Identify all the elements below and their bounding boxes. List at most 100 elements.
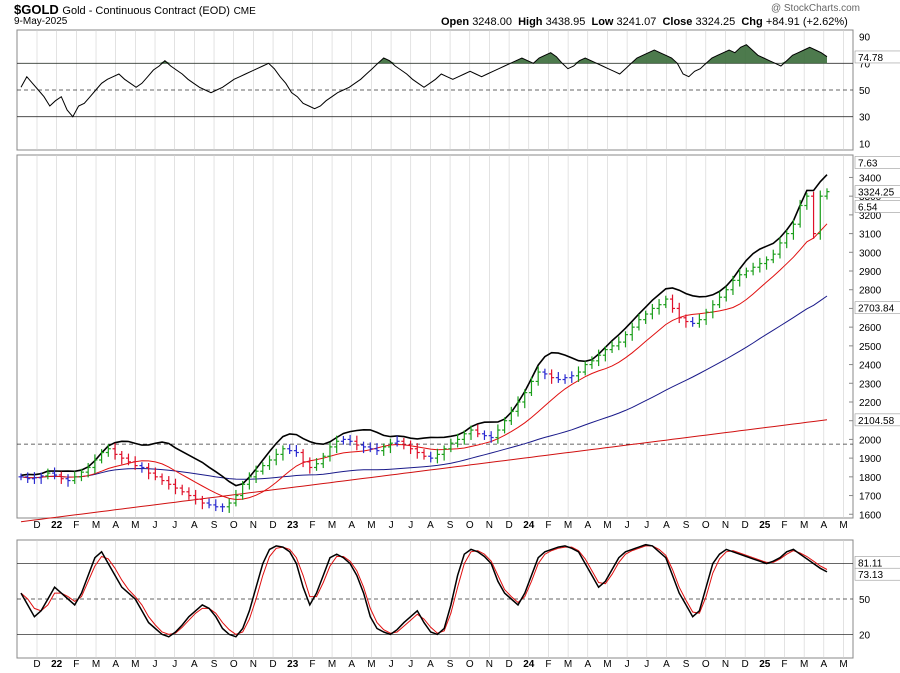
price-bar — [683, 314, 689, 328]
price-bar — [555, 372, 561, 383]
price-bar — [273, 448, 279, 466]
price-x-tick-label: J — [625, 520, 630, 531]
stoch-x-tick-label: A — [112, 659, 119, 670]
price-bar — [119, 451, 125, 465]
price-bar — [307, 457, 313, 474]
stoch-x-tick-label: M — [564, 659, 572, 670]
price-bar — [757, 257, 763, 273]
price-y-tick-label: 2900 — [859, 267, 882, 278]
price-bar — [575, 366, 581, 382]
price-x-tick-label: D — [505, 520, 512, 531]
price-bar — [441, 445, 447, 461]
stoch-x-tick-label: J — [644, 659, 649, 670]
price-bar — [670, 294, 676, 313]
price-bar — [233, 489, 239, 507]
price-bar — [703, 308, 709, 325]
price-bar — [743, 267, 749, 279]
stoch-x-tick-label: A — [191, 659, 198, 670]
low-value: 3241.07 — [616, 16, 657, 28]
price-bar — [649, 303, 655, 320]
price-label-2-box — [854, 200, 900, 213]
price-bar — [314, 458, 320, 471]
price-bar — [112, 443, 118, 460]
price-y-tick-label: 2800 — [859, 286, 882, 297]
price-bar — [320, 452, 326, 469]
stoch-x-tick-label: N — [250, 659, 257, 670]
stoch-x-tick-label: D — [269, 659, 276, 670]
ma-short-line — [20, 223, 828, 501]
price-bar — [502, 417, 508, 434]
price-x-tick-label: D — [742, 520, 749, 531]
price-y-tick-label: 1800 — [859, 473, 882, 484]
upper-band-line — [20, 174, 828, 487]
price-y-tick-label: 3000 — [859, 248, 882, 259]
price-x-tick-label: A — [663, 520, 670, 531]
stoch-x-tick-label: F — [309, 659, 315, 670]
price-bar — [31, 472, 37, 484]
price-x-tick-label: O — [466, 520, 474, 531]
price-bar — [750, 262, 756, 276]
price-label-0: 7.63 — [858, 158, 878, 169]
price-bar — [717, 291, 723, 309]
price-x-tick-label: A — [427, 520, 434, 531]
price-bar — [676, 302, 682, 324]
stoch-x-tick-label: O — [466, 659, 474, 670]
exchange: CME — [233, 6, 256, 17]
price-bar — [764, 256, 770, 270]
high-value: 3438.95 — [545, 16, 586, 28]
price-x-tick-label: M — [839, 520, 847, 531]
price-label-4: 2104.58 — [858, 416, 895, 427]
stoch-x-tick-label: M — [92, 659, 100, 670]
price-x-tick-label: S — [683, 520, 690, 531]
price-bar — [65, 474, 71, 487]
price-bar — [85, 462, 91, 478]
price-bar — [737, 269, 743, 287]
price-y-tick-label: 3100 — [859, 230, 882, 241]
price-bar — [434, 448, 440, 464]
price-label-1-box — [854, 185, 900, 198]
price-bar — [817, 190, 823, 240]
stoch-x-tick-label: J — [408, 659, 413, 670]
price-bar — [354, 435, 360, 451]
stoch-x-tick-label: A — [427, 659, 434, 670]
price-bar — [636, 314, 642, 331]
price-x-tick-label: N — [250, 520, 257, 531]
price-bar — [179, 484, 185, 496]
price-panel: D 22 F M A M J J A S O N D 23 F M A M J J A S O N D 24 F M A M J J A S O N D… — [16, 154, 900, 531]
rsi-panel: 90 70 50 30 10 74.78 — [16, 29, 900, 151]
price-bar — [267, 455, 273, 470]
price-bar — [58, 471, 64, 484]
price-x-tick-label: J — [408, 520, 413, 531]
stoch-x-tick-label: 25 — [759, 659, 771, 670]
price-bar — [468, 425, 474, 440]
rsi-y-tick-label: 90 — [859, 33, 871, 44]
stoch-x-tick-label: M — [603, 659, 611, 670]
price-x-tick-label: J — [172, 520, 177, 531]
price-bar — [45, 468, 51, 480]
price-x-tick-label: D — [33, 520, 40, 531]
stoch-x-tick-label: 23 — [287, 659, 299, 670]
stoch-y-tick-label: 50 — [859, 595, 871, 606]
price-bar — [475, 424, 481, 438]
price-bar — [663, 295, 669, 309]
stochastic-panel: D 22 F M A M J J A S O N D 23 F M A M J J A S O N D 24 F M A M J J A S O N D… — [16, 539, 900, 670]
stoch-k-label: 81.11 — [858, 558, 883, 569]
stoch-k-line — [20, 543, 828, 638]
price-bar — [199, 495, 205, 510]
price-y-tick-label: 3200 — [859, 211, 882, 222]
price-bar — [609, 341, 615, 353]
price-bar — [381, 443, 387, 456]
stoch-x-tick-label: S — [683, 659, 690, 670]
price-bar — [374, 443, 380, 455]
stoch-x-tick-label: J — [153, 659, 158, 670]
price-bar — [146, 462, 152, 480]
price-bar — [38, 472, 44, 484]
price-bar — [481, 430, 487, 440]
price-bar — [139, 462, 145, 473]
price-bar — [811, 191, 817, 239]
stoch-x-tick-label: J — [389, 659, 394, 670]
price-bar — [629, 322, 635, 341]
price-bar — [582, 361, 588, 376]
